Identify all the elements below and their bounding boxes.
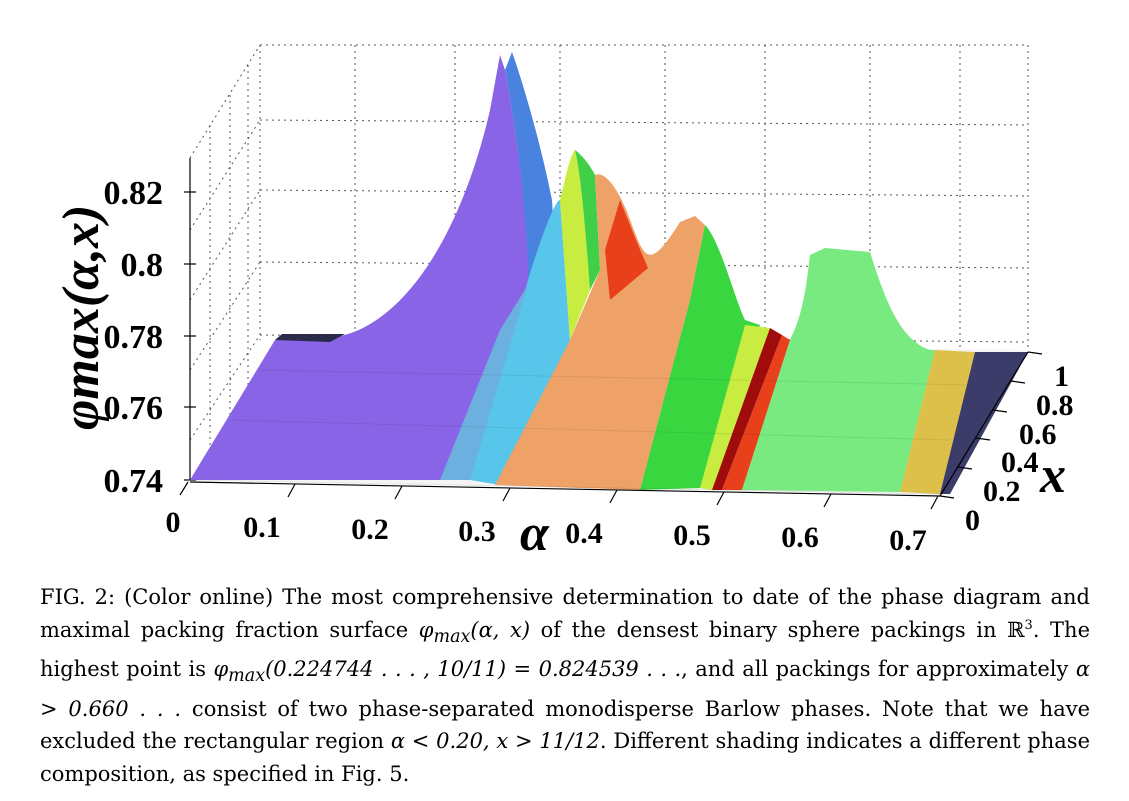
caption-math: φ [213,657,229,682]
caption-math-sub: max [433,626,471,647]
surface-yellow-bump [700,325,770,490]
surface-blue-region [470,52,560,480]
caption-math: (0.224744 . . . , 10/11) = 0.824539 . . … [265,657,682,682]
caption-text: . Different shading indicates a differen… [40,729,1090,786]
caption-text: , and all packings for approximately [681,657,1076,682]
caption-label: FIG. 2: [40,585,116,609]
caption-text: . The highest point is [40,617,1091,682]
surface-green-region [640,225,760,490]
y-tick-label: 0.6 [1019,418,1057,451]
x-tick-label: 0.7 [889,524,927,557]
x-tick-label: 0.3 [458,515,496,548]
x-tick-label: 0.5 [673,519,711,552]
z-tick-label: 0.78 [104,319,164,356]
z-tick-label: 0.74 [104,463,164,500]
y-tick-label: 0 [965,504,980,537]
surface-orangered-strip [722,335,790,490]
x-tick-label: 0.2 [351,513,389,546]
surface-navy-strip [275,334,345,342]
caption-math: α < 0.20, x > 11/12 [390,729,600,754]
caption-math: (α, x) [470,617,531,642]
surface-gold-region [900,350,975,494]
y-axis-label: x [1039,447,1066,504]
z-tick-label: 0.82 [104,175,164,212]
y-tick-label: 1 [1054,360,1069,393]
x-tick-label: 0.4 [565,517,603,550]
surface-yellowgreen-region [560,150,590,340]
surface-purple-region [190,55,530,480]
caption-superscript: 3 [1024,617,1033,633]
surface-cyan-region [470,200,570,485]
y-tick-label: 0.8 [1036,389,1074,422]
caption-text: consist of two phase-separated monodispe… [40,696,1091,754]
caption-text: of the densest binary sphere packings in… [530,617,1025,642]
surface-green-ridge [575,150,600,290]
y-tick-label: 0.4 [1001,446,1039,479]
y-axis [939,351,1043,499]
caption-math: φ [418,617,434,642]
figure-caption: FIG. 2: (Color online) The most comprehe… [40,581,1090,790]
z-axis-label: φmax(α,x) [53,205,110,430]
surface-darkred-strip [712,328,782,490]
z-tick-label: 0.76 [104,390,164,427]
surface-mesh [189,369,971,495]
caption-math: α > 0.660 . . . [40,657,1091,721]
phase-diagram-figure: 0.82 0.8 0.78 0.76 0.74 0 0.1 0.2 0.3 0.… [53,44,1074,562]
surface-orange-region [495,174,705,490]
x-axis-label: α [520,505,550,562]
surface-lightblue-region [440,285,528,480]
x-tick-label: 0 [166,506,181,539]
caption-text: (Color online) The most comprehensive de… [40,585,1090,642]
x-axis [179,481,941,510]
y-tick-label: 0.2 [983,475,1021,508]
surface [190,52,1028,494]
x-tick-label: 0.1 [243,511,281,544]
surface-lightgreen-region [742,248,935,492]
x-tick-label: 0.6 [781,521,819,554]
z-tick-label: 0.8 [121,247,164,284]
surface-red-stripe [605,200,648,300]
caption-math-sub: max [228,666,266,687]
